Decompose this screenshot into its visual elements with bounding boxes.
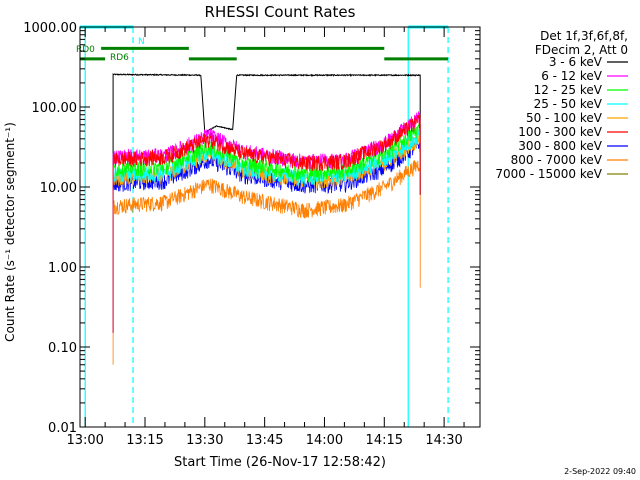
legend-label-0: 3 - 6 keV bbox=[549, 55, 603, 69]
plot-frame bbox=[79, 26, 481, 428]
x-tick-label-1: 13:15 bbox=[126, 433, 163, 448]
x-tick-label-3: 13:45 bbox=[246, 433, 283, 448]
y-axis-label: Count Rate (s⁻¹ detector segment⁻¹) bbox=[3, 122, 17, 342]
legend-label-8: 7000 - 15000 keV bbox=[495, 167, 602, 181]
y-tick-label-5: 1000.00 bbox=[23, 21, 77, 36]
x-tick-label-4: 14:00 bbox=[306, 433, 343, 448]
chart-title: RHESSI Count Rates bbox=[205, 3, 356, 21]
state-label-2: RD0 bbox=[76, 45, 95, 55]
series-line-0 bbox=[112, 73, 421, 333]
y-tick-label-1: 0.10 bbox=[48, 341, 77, 356]
legend-label-1: 6 - 12 keV bbox=[541, 69, 603, 83]
state-label-1: N bbox=[138, 37, 145, 47]
x-tick-label-6: 14:30 bbox=[425, 433, 462, 448]
plot-area: N RD0 RD6 bbox=[76, 25, 449, 427]
state-label-3: RD6 bbox=[110, 53, 129, 63]
series-line-2 bbox=[112, 123, 421, 333]
y-tick-label-4: 100.00 bbox=[32, 101, 78, 116]
legend-header-1: FDecim 2, Att 0 bbox=[535, 43, 628, 57]
y-tick-label-2: 1.00 bbox=[48, 261, 77, 276]
x-tick-label-0: 13:00 bbox=[66, 433, 103, 448]
x-tick-label-2: 13:30 bbox=[186, 433, 223, 448]
x-axis-label: Start Time (26-Nov-17 12:58:42) bbox=[174, 455, 386, 470]
y-tick-label-0: 0.01 bbox=[48, 421, 77, 436]
axis-ticks: 0.01 0.10 1.00 10.00 100.00 1000.00 13:00 13:15… bbox=[23, 21, 480, 448]
series-line-7 bbox=[112, 157, 421, 365]
legend-header-0: Det 1f,3f,6f,8f, bbox=[540, 29, 628, 43]
y-tick-label-3: 10.00 bbox=[40, 181, 77, 196]
legend-label-4: 50 - 100 keV bbox=[526, 111, 603, 125]
series-line-5 bbox=[112, 113, 421, 333]
footer-timestamp: 2-Sep-2022 09:40 bbox=[564, 467, 636, 476]
legend-label-2: 12 - 25 keV bbox=[534, 83, 603, 97]
legend: Det 1f,3f,6f,8f,FDecim 2, Att 03 - 6 keV… bbox=[495, 29, 628, 181]
series-line-6 bbox=[112, 137, 421, 323]
legend-label-3: 25 - 50 keV bbox=[534, 97, 603, 111]
legend-label-7: 800 - 7000 keV bbox=[511, 153, 603, 167]
legend-label-5: 100 - 300 keV bbox=[518, 125, 602, 139]
legend-label-6: 300 - 800 keV bbox=[518, 139, 602, 153]
x-tick-label-5: 14:15 bbox=[366, 433, 403, 448]
